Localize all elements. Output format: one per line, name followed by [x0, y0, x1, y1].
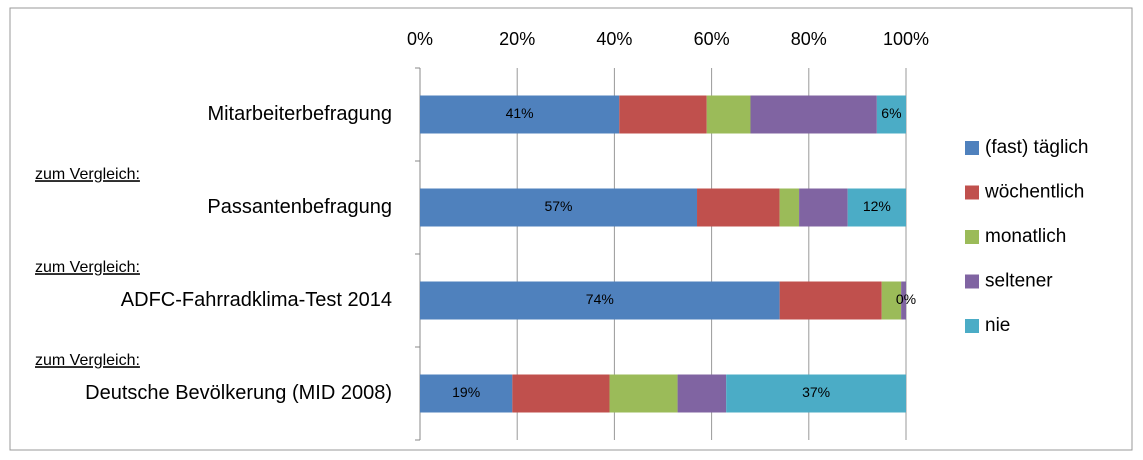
- category-label: ADFC-Fahrradklima-Test 2014: [121, 289, 392, 311]
- bar-segment: [847, 188, 906, 227]
- bar-segment: [706, 95, 751, 134]
- bar-segment: [799, 188, 848, 227]
- x-tick-label: 20%: [499, 29, 535, 49]
- legend-swatch: [965, 230, 979, 244]
- bar-segment: [619, 95, 707, 134]
- annotation: zum Vergleich:: [35, 166, 140, 183]
- x-tick-label: 0%: [407, 29, 433, 49]
- legend-label: monatlich: [985, 226, 1066, 247]
- x-tick-label: 60%: [694, 29, 730, 49]
- bar-segment: [876, 95, 906, 134]
- bar-segment: [420, 374, 513, 413]
- bar-segment: [420, 95, 620, 134]
- bar-segment: [677, 374, 727, 413]
- bar-segment: [881, 281, 902, 320]
- legend-label: wöchentlich: [984, 182, 1084, 203]
- x-tick-label: 40%: [596, 29, 632, 49]
- bar-segment: [420, 281, 780, 320]
- category-label: Passantenbefragung: [207, 196, 392, 218]
- legend-label: (fast) täglich: [985, 137, 1088, 158]
- category-label: Deutsche Bevölkerung (MID 2008): [85, 382, 392, 404]
- annotation: zum Vergleich:: [35, 259, 140, 276]
- value-label: 74%: [586, 291, 614, 307]
- bar-segment: [779, 188, 800, 227]
- value-label: 41%: [506, 105, 534, 121]
- bar-segment: [420, 188, 698, 227]
- x-tick-label: 80%: [791, 29, 827, 49]
- category-label: Mitarbeiterbefragung: [207, 103, 392, 125]
- legend-swatch: [965, 319, 979, 333]
- annotation: zum Vergleich:: [35, 352, 140, 369]
- bar-segment: [779, 281, 882, 320]
- value-label: 0%: [896, 291, 916, 307]
- value-label: 19%: [452, 384, 480, 400]
- legend-swatch: [965, 274, 979, 289]
- legend-swatch: [965, 141, 979, 155]
- value-label: 57%: [544, 198, 572, 214]
- bar-segment: [609, 374, 678, 413]
- legend-label: seltener: [985, 271, 1053, 292]
- legend-label: nie: [985, 315, 1010, 336]
- value-label: 37%: [802, 384, 830, 400]
- bar-segment: [512, 374, 610, 413]
- value-label: 6%: [881, 105, 901, 121]
- x-tick-label: 100%: [883, 29, 929, 49]
- bar-segment: [901, 281, 906, 320]
- legend-swatch: [965, 185, 979, 200]
- value-label: 12%: [863, 198, 891, 214]
- bar-segment: [726, 374, 906, 413]
- bar-segment: [697, 188, 780, 227]
- bar-segment: [750, 95, 877, 134]
